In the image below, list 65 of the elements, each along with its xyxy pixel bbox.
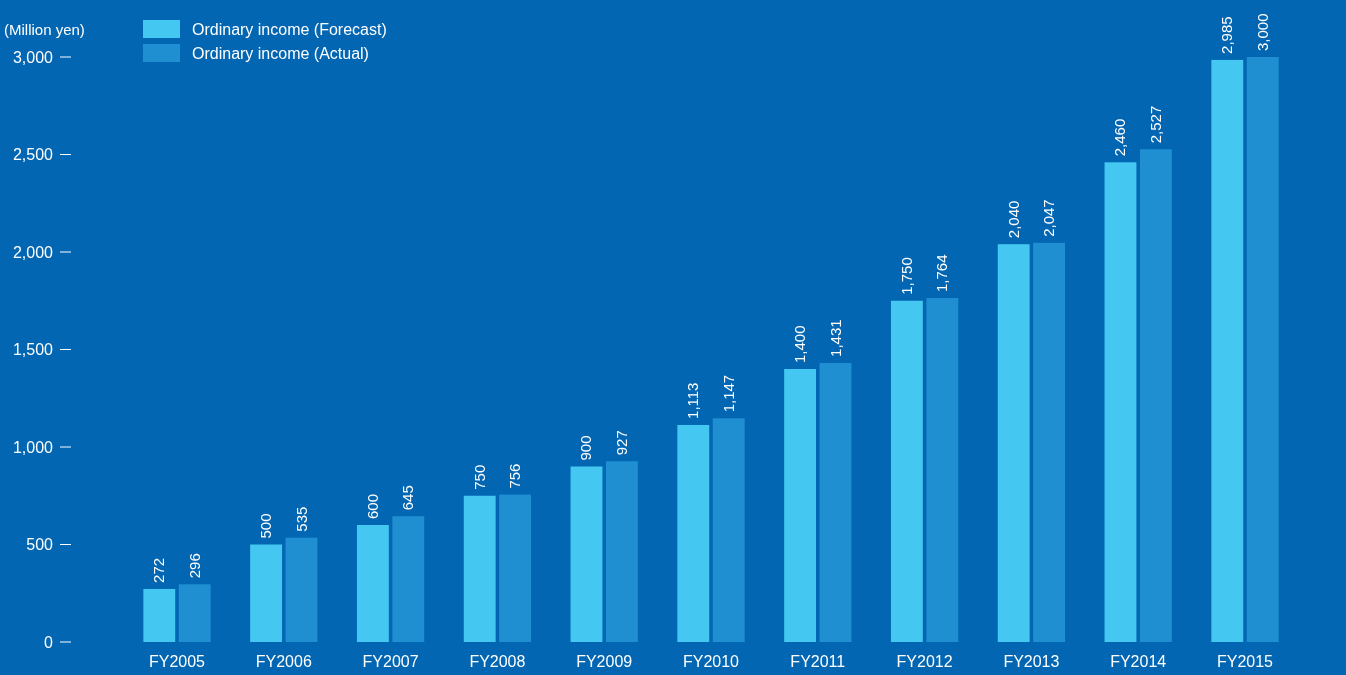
- data-label: 2,047: [1040, 199, 1058, 237]
- x-tick-label: FY2014: [1110, 653, 1167, 670]
- data-label: 645: [399, 485, 417, 511]
- data-label: 927: [612, 430, 630, 456]
- data-label: 600: [363, 493, 381, 519]
- bar: [178, 584, 211, 642]
- data-label: 2,985: [1218, 16, 1236, 54]
- bar: [605, 461, 638, 642]
- data-label: 1,750: [897, 257, 915, 295]
- data-label: 1,113: [684, 382, 702, 419]
- bar: [143, 588, 176, 642]
- legend-label: Ordinary income (Actual): [192, 44, 369, 62]
- x-tick-label: FY2010: [682, 653, 740, 670]
- y-tick-label: 2,500: [12, 146, 54, 164]
- bar: [926, 298, 959, 642]
- bar: [1211, 59, 1244, 642]
- data-label: 296: [185, 553, 203, 579]
- x-tick-label: FY2013: [1003, 653, 1060, 670]
- data-label: 756: [506, 463, 524, 489]
- bar: [1033, 242, 1066, 642]
- data-label: 2,527: [1146, 105, 1164, 144]
- data-label: 1,764: [933, 254, 951, 293]
- data-label: 2,040: [1004, 200, 1022, 239]
- bar: [712, 418, 745, 642]
- data-label: 3,000: [1253, 13, 1271, 51]
- bar: [784, 369, 817, 642]
- bar: [285, 537, 318, 642]
- bar: [570, 466, 603, 642]
- bar: [392, 516, 425, 642]
- data-label: 900: [577, 435, 595, 461]
- x-tick-label: FY2007: [362, 653, 419, 670]
- data-label: 2,460: [1111, 118, 1129, 157]
- x-tick-label: FY2011: [790, 653, 846, 670]
- y-tick-label: 0: [44, 633, 54, 651]
- bar: [499, 494, 532, 642]
- bar: [819, 362, 852, 642]
- x-tick-label: FY2005: [148, 653, 206, 670]
- data-label: 272: [150, 557, 168, 583]
- data-label: 1,147: [719, 374, 737, 413]
- data-label: 535: [292, 506, 310, 532]
- bar: [997, 244, 1030, 642]
- x-tick-label: FY2008: [469, 653, 526, 670]
- bar: [356, 525, 389, 642]
- data-label: 1,431: [826, 319, 844, 357]
- x-tick-label: FY2006: [255, 653, 312, 670]
- x-tick-label: FY2009: [576, 653, 633, 670]
- bar: [250, 544, 283, 642]
- bar: [1246, 57, 1279, 642]
- y-axis-title: (Million yen): [4, 21, 85, 38]
- y-tick-label: 1,000: [12, 438, 54, 456]
- bar: [463, 495, 496, 642]
- y-tick-label: 2,000: [12, 243, 54, 261]
- data-label: 500: [257, 513, 275, 539]
- y-tick-label: 1,500: [12, 341, 54, 359]
- bar: [1104, 162, 1137, 642]
- y-tick-label: 3,000: [12, 48, 54, 66]
- bar: [1139, 149, 1172, 642]
- y-tick-label: 500: [26, 536, 54, 554]
- bar: [890, 300, 923, 642]
- bar: [677, 424, 710, 642]
- x-tick-label: FY2012: [896, 653, 953, 670]
- legend-label: Ordinary income (Forecast): [192, 20, 387, 38]
- x-tick-label: FY2015: [1216, 653, 1274, 670]
- data-label: 1,400: [791, 325, 809, 363]
- data-label: 750: [470, 464, 488, 490]
